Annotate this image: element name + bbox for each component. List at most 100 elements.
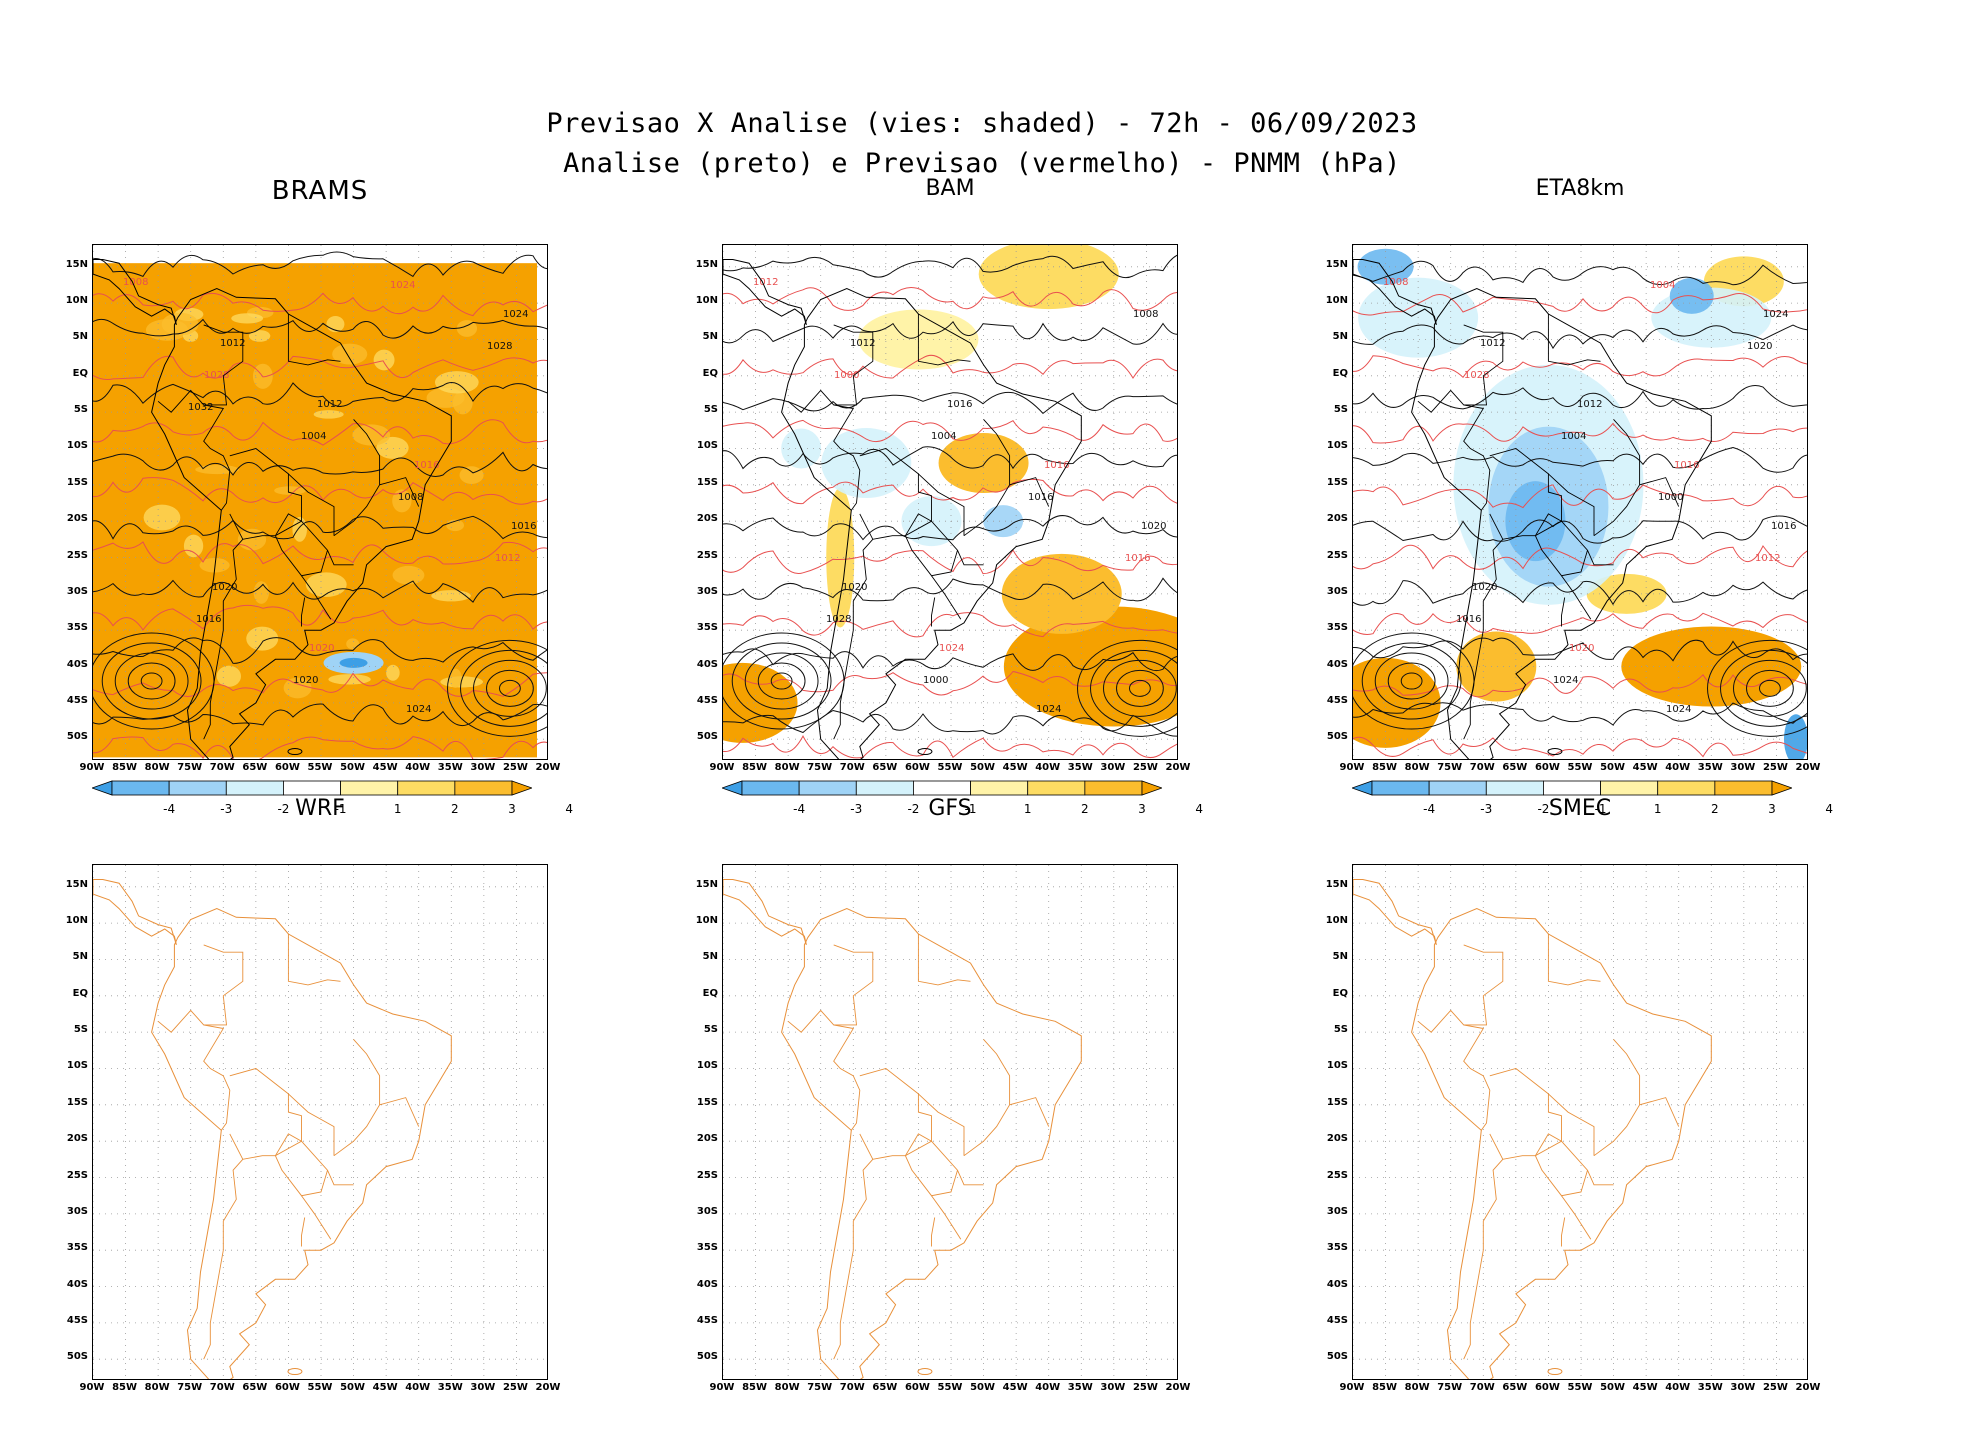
lat-label: 50S [696, 1351, 718, 1363]
lat-label: 25S [696, 1169, 718, 1181]
lon-label: 85W [112, 1382, 138, 1393]
isobar-contour [1400, 672, 1423, 690]
lon-label: 90W [79, 1382, 105, 1393]
contour-label: 1016 [1771, 521, 1796, 532]
lon-label: 45W [1002, 762, 1028, 773]
lat-label: 20S [1326, 1133, 1348, 1145]
contour-label: 1008 [123, 277, 148, 288]
contour-label: 1008 [398, 492, 423, 503]
contour-label: 1020 [1569, 643, 1594, 654]
colorbar-arrow-left [720, 780, 743, 796]
isobar-contour [1374, 652, 1449, 710]
bias-patch [332, 343, 368, 365]
lon-label: 50W [1600, 1382, 1626, 1393]
isobar-contour [1733, 659, 1807, 717]
bias-patch [1586, 573, 1667, 614]
colorbar: -4 -3 -2 -1 1 2 3 4 [90, 780, 573, 820]
lon-label: 30W [1100, 1382, 1126, 1393]
country-border [1489, 1068, 1562, 1160]
lat-label: 10N [695, 295, 718, 307]
panel-title: WRF [295, 796, 345, 821]
contour-label: 1024 [1763, 309, 1788, 320]
isobar-contour [1353, 484, 1807, 509]
lat-label: 35S [1326, 1242, 1348, 1254]
isobar-contour [1353, 260, 1807, 286]
panel-title: SMEC [1548, 796, 1612, 821]
lat-label: 15S [66, 476, 88, 488]
lon-label: 25W [1762, 762, 1788, 773]
lon-label: 50W [970, 762, 996, 773]
country-border [833, 539, 874, 740]
isobar-contour [93, 419, 547, 446]
lat-label: 45S [1326, 1314, 1348, 1326]
country-border [1463, 324, 1504, 406]
lon-label: 85W [112, 762, 138, 773]
isobar-contour [731, 642, 832, 720]
lon-label: 40W [1665, 762, 1691, 773]
country-border [301, 575, 332, 620]
colorbar-swatch [913, 780, 971, 796]
lon-label: 40W [1035, 1382, 1061, 1393]
country-border [274, 513, 329, 577]
lon-label: 25W [502, 762, 528, 773]
isobar-contour [460, 649, 547, 727]
country-border [1593, 1039, 1641, 1157]
isobar-contour [473, 659, 547, 717]
bias-patch [1456, 631, 1537, 702]
contour-label: 1020 [1747, 341, 1772, 352]
lat-label: 40S [66, 1278, 88, 1290]
country-border [1547, 314, 1601, 366]
bias-patch [452, 391, 473, 415]
contour-label: 1012 [317, 399, 342, 410]
map-svg: 1012 1012 1016 1016 1020 1020 1024 1024 1008 1000… [723, 245, 1177, 759]
contour-label: 1032 [188, 402, 213, 413]
country-border [1639, 477, 1680, 507]
country-border [918, 473, 965, 536]
lat-label: 25S [1326, 549, 1348, 561]
country-border [859, 448, 932, 540]
lon-label: 85W [742, 762, 768, 773]
bias-patch [161, 312, 199, 336]
colorbar-swatch [225, 780, 284, 796]
lat-label: 40S [1326, 658, 1348, 670]
lon-label: 70W [209, 1382, 235, 1393]
lat-label: 15N [65, 878, 88, 890]
country-border [918, 1093, 965, 1156]
isobar-contour [1353, 544, 1807, 570]
isobar-contour [1129, 679, 1151, 697]
country-border [1593, 419, 1641, 537]
contour-label: 1008 [1383, 277, 1408, 288]
bias-patch [352, 424, 391, 446]
lon-label: 80W [774, 762, 800, 773]
colorbar-tick-label: -2 [907, 802, 920, 816]
bias-patch [216, 665, 242, 687]
colorbar-tick-label: 4 [1825, 802, 1833, 816]
figure-title: Previsao X Analise (vies: shaded) - 72h … [0, 104, 1964, 184]
map-svg: 1008 1012 1012 1016 1016 1020 1020 1024 1024 1028… [1353, 245, 1807, 759]
bias-patch [346, 638, 360, 650]
lat-label: EQ [72, 987, 88, 999]
isobar-contour [1353, 422, 1807, 444]
bias-patch [826, 487, 855, 628]
lat-label: 10N [65, 295, 88, 307]
colorbar-arrow-right [511, 780, 534, 796]
isobar-contour [93, 604, 547, 631]
country-border [203, 324, 244, 406]
lat-label: 5N [1332, 331, 1348, 343]
colorbar-swatch [1600, 780, 1659, 796]
lon-label: 80W [144, 1382, 170, 1393]
isobar-contour [1353, 355, 1807, 379]
lon-label: 65W [242, 1382, 268, 1393]
isobar-contour [723, 320, 1177, 345]
lon-label: 35W [1067, 1382, 1093, 1393]
map-svg [1353, 865, 1807, 1379]
lat-label: 30S [66, 585, 88, 597]
contour-label: 1004 [931, 431, 956, 442]
country-border [904, 1133, 959, 1197]
lon-label: 90W [1339, 762, 1365, 773]
colorbar-tick-label: 1 [1653, 802, 1662, 816]
lon-label: 45W [372, 1382, 398, 1393]
lat-label: EQ [702, 987, 718, 999]
lat-label: 10N [1325, 915, 1348, 927]
contour-label: 1016 [196, 614, 221, 625]
